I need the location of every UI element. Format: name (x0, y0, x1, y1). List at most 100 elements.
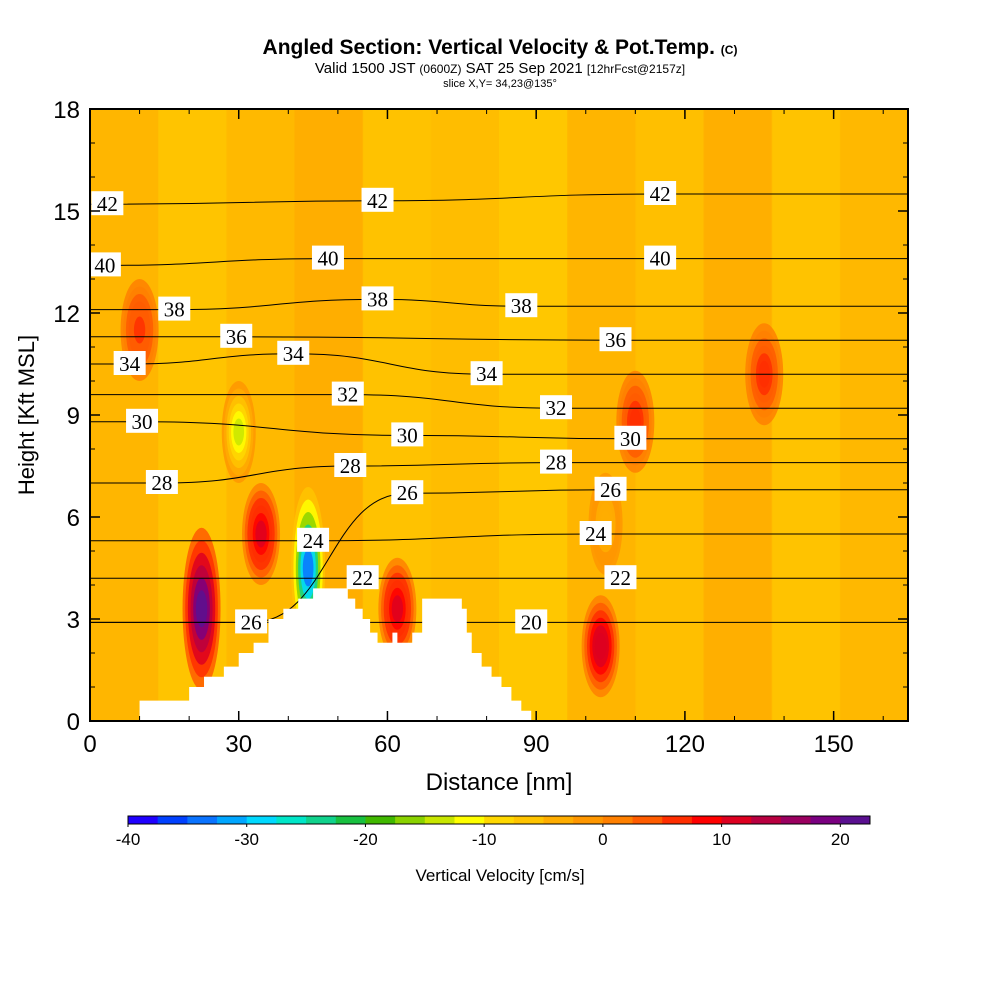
colorbar-swatch (217, 816, 248, 824)
colorbar-swatch (128, 816, 159, 824)
label-text: 32 (546, 396, 567, 420)
x-tick-label: 60 (374, 731, 401, 758)
label-box (391, 422, 424, 447)
label-box (145, 470, 178, 494)
terrain (90, 588, 908, 721)
isentrope-label: 26 (235, 609, 268, 634)
label-text: 42 (367, 189, 388, 213)
label-text: 28 (546, 451, 567, 475)
colorbar-swatch (543, 816, 574, 824)
colorbar-swatch (513, 816, 545, 824)
y-tick-label: 15 (53, 199, 80, 226)
isentrope-label: 24 (297, 527, 330, 553)
label-box (515, 609, 548, 634)
colorbar-swatch (395, 816, 426, 824)
velocity-ring (133, 316, 146, 344)
label-text: 42 (650, 182, 671, 206)
label-box (361, 286, 394, 311)
label-box (126, 408, 159, 433)
label-text: 30 (397, 423, 418, 447)
label-box (277, 340, 310, 365)
colorbar-swatch (840, 816, 871, 824)
x-tick-label: 30 (225, 731, 252, 758)
colorbar-tick-label: 10 (712, 830, 731, 849)
velocity-cell (221, 381, 256, 483)
y-tick-label: 3 (67, 607, 80, 634)
label-text: 36 (226, 325, 247, 349)
label-text: 26 (600, 478, 621, 502)
label-box (90, 252, 121, 277)
colorbar-tick-label: -10 (472, 830, 497, 849)
colorbar-swatch (157, 816, 188, 824)
label-box (311, 245, 344, 270)
label-text: 38 (164, 298, 185, 322)
isentrope-label: 34 (470, 361, 503, 386)
colorbar-swatch (484, 816, 515, 824)
x-tick-label: 120 (665, 731, 705, 758)
isentrope-label: 42 (361, 187, 394, 213)
isentrope-label: 26 (391, 480, 424, 505)
x-tick-label: 0 (83, 731, 96, 758)
isentrope-label: 26 (594, 476, 627, 502)
x-tick-label: 90 (523, 731, 550, 758)
label-text: 38 (367, 287, 388, 311)
background-band (771, 109, 841, 721)
velocity-cell (581, 595, 620, 698)
isentrope-label: 36 (220, 323, 253, 349)
isentrope-label: 30 (614, 425, 647, 451)
label-box (644, 245, 677, 270)
colorbar-swatch (246, 816, 277, 824)
label-text: 40 (317, 247, 338, 271)
isentrope-labels: 42 42 42 40 40 40 38 38 38 36 36 34 34 34 32 32 30 30 30 28… (90, 181, 677, 634)
label-box (644, 181, 677, 205)
label-box (540, 449, 573, 474)
y-tick-label: 9 (67, 403, 80, 430)
y-axis-label: Height [Kft MSL] (14, 335, 39, 495)
isentrope-label: 28 (145, 470, 178, 495)
slice-label: slice X,Y= 34,23@135° (443, 78, 557, 90)
colorbar-frame (127, 815, 871, 825)
label-box (158, 296, 191, 321)
isentrope-label: 38 (361, 286, 394, 311)
label-box (594, 476, 627, 501)
isentrope-24 (90, 533, 908, 542)
label-text: 26 (397, 481, 418, 505)
label-box (361, 187, 394, 212)
velocity-cell (616, 370, 655, 473)
label-text: 28 (151, 471, 172, 495)
background-band (839, 109, 908, 721)
label-box (540, 395, 573, 420)
y-tick-label: 18 (53, 97, 80, 124)
label-box (579, 521, 612, 545)
x-axis: 0 30 60 90 120 150 (83, 109, 884, 758)
isentrope-label: 30 (391, 422, 424, 447)
label-box (604, 565, 637, 590)
label-box (391, 480, 424, 505)
terrain-shape (90, 588, 908, 721)
label-text: 42 (97, 192, 118, 216)
label-text: 22 (352, 566, 373, 590)
isentrope-label: 24 (579, 521, 612, 546)
velocity-ring (391, 595, 404, 623)
colorbar: -40 -30 -20 -10 0 10 20 (116, 815, 871, 849)
valid-time: Valid 1500 JST (314, 60, 416, 77)
label-text: 40 (94, 253, 115, 277)
label-box (614, 425, 647, 450)
colorbar-swatch (187, 816, 218, 824)
zulu-time: (0600Z) (419, 62, 462, 76)
colorbar-swatch (751, 816, 782, 824)
label-text: 34 (283, 342, 305, 366)
isentrope-label: 42 (91, 191, 124, 216)
isentrope-label: 40 (311, 245, 344, 271)
colorbar-swatch (335, 816, 366, 824)
y-tick-label: 6 (67, 505, 80, 532)
colorbar-tick-label: 0 (598, 830, 607, 849)
colorbar-swatch (721, 816, 752, 824)
colorbar-label: Vertical Velocity [cm/s] (415, 866, 584, 885)
colorbar-swatch (454, 816, 485, 824)
chart-title: Angled Section: Vertical Velocity & Pot.… (0, 36, 1000, 60)
isentrope-label: 22 (346, 565, 379, 590)
velocity-ring (594, 632, 607, 660)
colorbar-swatch (424, 816, 455, 824)
